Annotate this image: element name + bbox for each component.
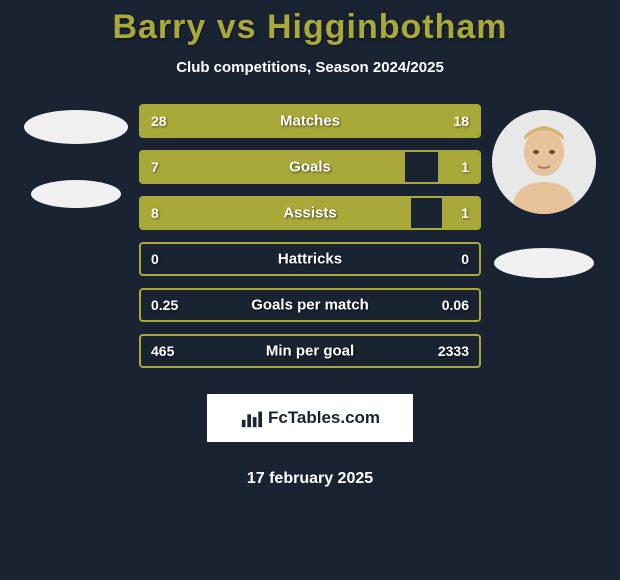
stat-bar-goals: 7 Goals 1 xyxy=(139,150,481,184)
stat-bar-min-per-goal: 465 Min per goal 2333 xyxy=(139,334,481,368)
stat-value-left: 7 xyxy=(151,159,159,175)
stat-value-left: 0.25 xyxy=(151,297,178,313)
player-right-name-plate xyxy=(494,248,594,278)
stat-value-right: 0 xyxy=(461,251,469,267)
player-left-column xyxy=(21,104,131,208)
person-icon xyxy=(492,110,596,214)
stat-bar-matches: 28 Matches 18 xyxy=(139,104,481,138)
stat-bar-goals-per-match: 0.25 Goals per match 0.06 xyxy=(139,288,481,322)
content-row: 28 Matches 18 7 Goals 1 8 Assists 1 xyxy=(0,104,620,488)
player-right-avatar xyxy=(492,110,596,214)
stat-label: Goals per match xyxy=(251,297,369,314)
brand-text: FcTables.com xyxy=(268,408,380,428)
stat-label: Goals xyxy=(289,159,331,176)
player-left-avatar xyxy=(24,110,128,144)
stat-bar-hattricks: 0 Hattricks 0 xyxy=(139,242,481,276)
stat-value-right: 1 xyxy=(461,205,469,221)
stat-value-right: 18 xyxy=(453,113,469,129)
stat-label: Hattricks xyxy=(278,251,342,268)
bars-icon xyxy=(240,407,262,429)
stat-fill-right xyxy=(438,152,479,182)
stat-value-left: 28 xyxy=(151,113,167,129)
stat-value-right: 1 xyxy=(461,159,469,175)
stat-value-right: 2333 xyxy=(438,343,469,359)
stat-label: Assists xyxy=(283,205,336,222)
subtitle: Club competitions, Season 2024/2025 xyxy=(0,59,620,76)
brand-logo[interactable]: FcTables.com xyxy=(207,394,413,442)
stat-bar-assists: 8 Assists 1 xyxy=(139,196,481,230)
stat-fill-left xyxy=(141,198,411,228)
page-title: Barry vs Higginbotham xyxy=(0,8,620,47)
stat-value-left: 465 xyxy=(151,343,174,359)
player-left-name-plate xyxy=(31,180,121,208)
stat-value-right: 0.06 xyxy=(442,297,469,313)
stats-column: 28 Matches 18 7 Goals 1 8 Assists 1 xyxy=(139,104,481,488)
stat-value-left: 0 xyxy=(151,251,159,267)
comparison-card: Barry vs Higginbotham Club competitions,… xyxy=(0,0,620,488)
player-right-column xyxy=(489,104,599,278)
stat-fill-left xyxy=(141,152,405,182)
stat-label: Matches xyxy=(280,113,340,130)
stat-label: Min per goal xyxy=(266,343,354,360)
footer-date: 17 february 2025 xyxy=(139,470,481,488)
stat-value-left: 8 xyxy=(151,205,159,221)
